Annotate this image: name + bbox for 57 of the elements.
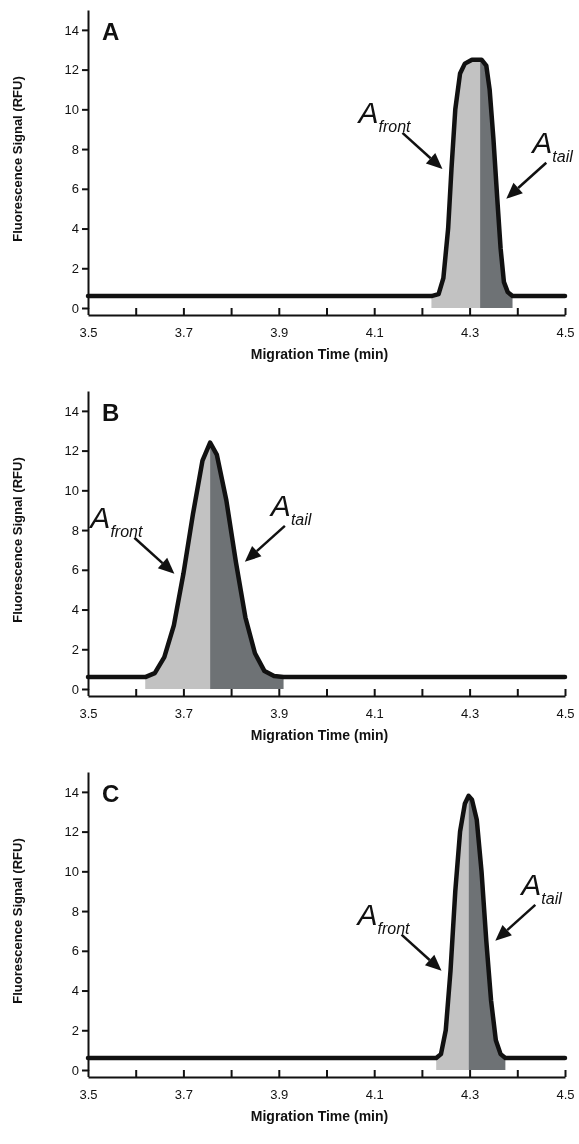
y-tick-label: 10 bbox=[64, 863, 79, 879]
y-axis-title: Fluorescence Signal (RFU) bbox=[10, 76, 25, 242]
y-tick-label: 10 bbox=[64, 101, 79, 117]
chart-title: A bbox=[102, 18, 120, 45]
y-tick-label: 8 bbox=[71, 522, 79, 538]
y-axis-title: Fluorescence Signal (RFU) bbox=[10, 457, 25, 623]
y-tick-label: 12 bbox=[64, 62, 79, 78]
x-tick-label: 4.5 bbox=[556, 324, 575, 340]
y-tick-label: 0 bbox=[71, 300, 79, 316]
x-tick-label: 3.7 bbox=[174, 324, 193, 340]
y-tick-label: 0 bbox=[71, 1062, 79, 1078]
x-axis-title: Migration Time (min) bbox=[250, 727, 389, 743]
x-tick-label: 4.5 bbox=[556, 705, 575, 721]
x-tick-label: 4.1 bbox=[365, 324, 384, 340]
x-tick-label: 3.7 bbox=[174, 705, 193, 721]
y-tick-label: 12 bbox=[64, 824, 79, 840]
x-tick-label: 3.5 bbox=[79, 324, 98, 340]
x-tick-label: 3.7 bbox=[174, 1086, 193, 1102]
x-tick-label: 4.1 bbox=[365, 705, 384, 721]
annotation: A$_{tail}$ bbox=[519, 867, 563, 907]
y-tick-label: 6 bbox=[71, 562, 79, 578]
y-tick-label: 2 bbox=[71, 641, 79, 657]
y-tick-label: 0 bbox=[71, 681, 79, 697]
y-axis-title: Fluorescence Signal (RFU) bbox=[10, 838, 25, 1004]
x-tick-label: 4.1 bbox=[365, 1086, 384, 1102]
chart-title: C bbox=[102, 780, 120, 807]
annotation: A$_{front}$ bbox=[88, 500, 143, 540]
annotation: A$_{tail}$ bbox=[268, 488, 312, 528]
y-tick-label: 4 bbox=[71, 983, 79, 999]
annotation: A$_{front}$ bbox=[356, 95, 412, 135]
y-tick-label: 4 bbox=[71, 221, 79, 237]
y-tick-label: 6 bbox=[71, 181, 79, 197]
y-tick-label: 6 bbox=[71, 943, 79, 959]
y-tick-label: 14 bbox=[64, 784, 79, 800]
x-tick-label: 4.3 bbox=[461, 324, 480, 340]
x-axis-title: Migration Time (min) bbox=[250, 1108, 389, 1124]
y-tick-label: 2 bbox=[71, 260, 79, 276]
x-tick-label: 3.9 bbox=[270, 324, 289, 340]
x-tick-label: 3.5 bbox=[79, 1086, 98, 1102]
y-tick-label: 2 bbox=[71, 1022, 79, 1038]
x-tick-label: 4.5 bbox=[556, 1086, 575, 1102]
y-tick-label: 4 bbox=[71, 602, 79, 618]
y-tick-label: 10 bbox=[64, 482, 79, 498]
y-tick-label: 14 bbox=[64, 22, 79, 38]
y-tick-label: 8 bbox=[71, 903, 79, 919]
x-tick-label: 4.3 bbox=[461, 705, 480, 721]
y-tick-label: 12 bbox=[64, 443, 79, 459]
annotation: A$_{tail}$ bbox=[530, 125, 574, 165]
x-axis-title: Migration Time (min) bbox=[250, 346, 389, 362]
x-tick-label: 4.3 bbox=[461, 1086, 480, 1102]
x-tick-label: 3.9 bbox=[270, 705, 289, 721]
x-tick-label: 3.9 bbox=[270, 1086, 289, 1102]
y-tick-label: 8 bbox=[71, 141, 79, 157]
y-tick-label: 14 bbox=[64, 403, 79, 419]
annotation: A$_{front}$ bbox=[355, 897, 411, 937]
chart-title: B bbox=[102, 399, 120, 426]
x-tick-label: 3.5 bbox=[79, 705, 98, 721]
